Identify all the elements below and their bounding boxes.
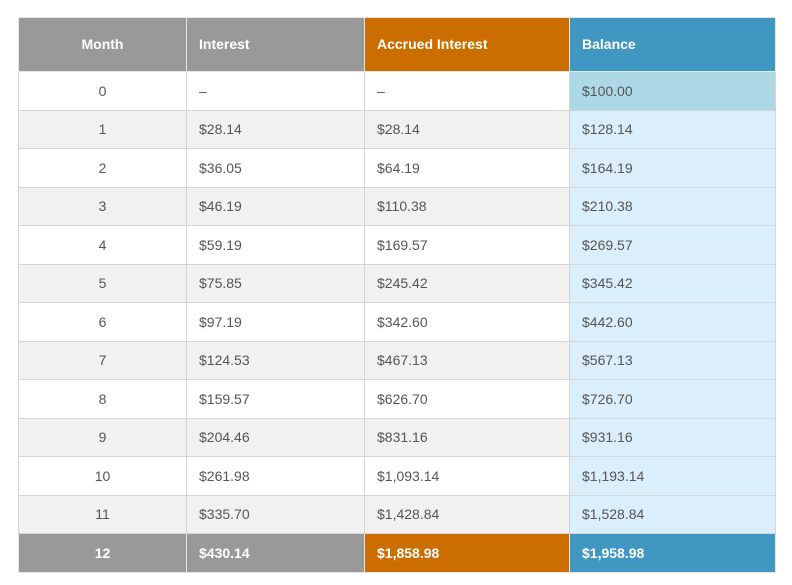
cell-month: 1 [18, 109, 187, 149]
interest-table: Month Interest Accrued Interest Balance … [18, 17, 776, 573]
cell-accrued-interest: $110.38 [364, 186, 570, 226]
cell-month: 9 [18, 417, 187, 457]
cell-interest: $75.85 [186, 263, 365, 303]
cell-accrued-interest: $626.70 [364, 379, 570, 419]
cell-accrued-interest: $1,428.84 [364, 494, 570, 534]
cell-month: 8 [18, 379, 187, 419]
cell-interest: $46.19 [186, 186, 365, 226]
table-row: 3 $46.19 $110.38 $210.38 [18, 186, 776, 226]
cell-month: 2 [18, 148, 187, 188]
cell-accrued-interest: $467.13 [364, 340, 570, 380]
cell-month: 5 [18, 263, 187, 303]
table-row: 2 $36.05 $64.19 $164.19 [18, 148, 776, 188]
table-row: 7 $124.53 $467.13 $567.13 [18, 340, 776, 380]
cell-interest: $59.19 [186, 225, 365, 265]
cell-balance: $931.16 [569, 417, 776, 457]
header-row: Month Interest Accrued Interest Balance [18, 17, 776, 72]
cell-balance: $100.00 [569, 71, 776, 111]
cell-interest: $97.19 [186, 302, 365, 342]
cell-balance: $269.57 [569, 225, 776, 265]
cell-balance: $164.19 [569, 148, 776, 188]
table-body: 0– – $100.00 1 $28.14 $28.14 $128.14 2 $36.05 $64… [18, 71, 776, 573]
cell-month: 6 [18, 302, 187, 342]
cell-accrued-interest: $831.16 [364, 417, 570, 457]
cell-interest: $124.53 [186, 340, 365, 380]
cell-interest: $28.14 [186, 109, 365, 149]
cell-month: 3 [18, 186, 187, 226]
total-accrued-interest: $1,858.98 [364, 533, 570, 573]
table-row: 9 $204.46 $831.16 $931.16 [18, 417, 776, 457]
cell-month: 0 [18, 71, 187, 111]
header-interest: Interest [186, 17, 365, 72]
cell-balance: $345.42 [569, 263, 776, 303]
cell-balance: $442.60 [569, 302, 776, 342]
cell-balance: $1,193.14 [569, 456, 776, 496]
table-row: 8 $159.57 $626.70 $726.70 [18, 379, 776, 419]
cell-balance: $726.70 [569, 379, 776, 419]
table-row: 0– – $100.00 [18, 71, 776, 111]
table-row: 10 $261.98 $1,093.14 $1,193.14 [18, 456, 776, 496]
header-month: Month [18, 17, 187, 72]
table-row: 4 $59.19 $169.57 $269.57 [18, 225, 776, 265]
total-row: 12 $430.14 $1,858.98 $1,958.98 [18, 533, 776, 573]
header-accrued-interest: Accrued Interest [364, 17, 570, 72]
table-row: 11 $335.70 $1,428.84 $1,528.84 [18, 494, 776, 534]
total-month: 12 [18, 533, 187, 573]
header-balance: Balance [569, 17, 776, 72]
cell-month: 4 [18, 225, 187, 265]
cell-balance: $1,528.84 [569, 494, 776, 534]
cell-interest: $204.46 [186, 417, 365, 457]
cell-accrued-interest: $245.42 [364, 263, 570, 303]
total-balance: $1,958.98 [569, 533, 776, 573]
cell-interest: – [186, 71, 365, 111]
cell-interest: $335.70 [186, 494, 365, 534]
cell-accrued-interest: $169.57 [364, 225, 570, 265]
cell-accrued-interest: $1,093.14 [364, 456, 570, 496]
cell-balance: $210.38 [569, 186, 776, 226]
cell-accrued-interest: – [364, 71, 570, 111]
cell-accrued-interest: $28.14 [364, 109, 570, 149]
cell-balance: $567.13 [569, 340, 776, 380]
cell-accrued-interest: $342.60 [364, 302, 570, 342]
cell-interest: $159.57 [186, 379, 365, 419]
cell-interest: $36.05 [186, 148, 365, 188]
table-row: 1 $28.14 $28.14 $128.14 [18, 109, 776, 149]
total-interest: $430.14 [186, 533, 365, 573]
cell-balance: $128.14 [569, 109, 776, 149]
cell-month: 10 [18, 456, 187, 496]
cell-accrued-interest: $64.19 [364, 148, 570, 188]
table-row: 5 $75.85 $245.42 $345.42 [18, 263, 776, 303]
cell-month: 11 [18, 494, 187, 534]
table-row: 6 $97.19 $342.60 $442.60 [18, 302, 776, 342]
cell-month: 7 [18, 340, 187, 380]
cell-interest: $261.98 [186, 456, 365, 496]
